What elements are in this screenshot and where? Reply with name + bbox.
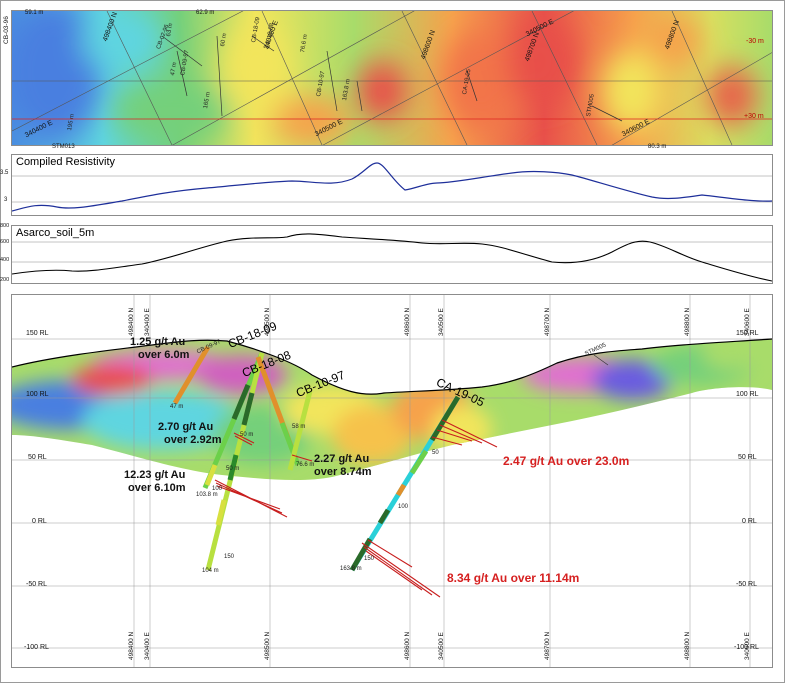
plan-map-heatmap	[12, 11, 772, 145]
plan-top-label: 62.9 m	[196, 10, 215, 16]
section-small-label: 100	[212, 486, 223, 492]
section-grid-label-top: 340600 E	[744, 308, 751, 336]
drill-hole-cb-18-09	[202, 352, 265, 489]
soil-line	[11, 233, 773, 282]
soil-tick: 400	[0, 257, 10, 263]
soil-title: Asarco_soil_5m	[16, 227, 95, 239]
rl-label-right: -50 RL	[736, 581, 758, 588]
section-small-label: 163.8 m	[340, 566, 362, 572]
cross-section-panel	[11, 294, 773, 668]
soil-tick: 600	[0, 239, 10, 245]
plan-right-label-top: -30 m	[746, 38, 764, 45]
soil-tick: 800	[0, 223, 10, 229]
section-small-label: 47 m	[170, 404, 184, 410]
section-small-label: 150	[224, 554, 235, 560]
assay-annotation: 2.27 g/t Au over 8.74m	[314, 453, 372, 478]
section-small-label: 76.6 m	[296, 462, 315, 468]
drill-hole-cb-09-97	[172, 345, 211, 405]
assay-annotation: 1.25 g/t Au over 6.0m	[130, 336, 190, 361]
resistivity-title: Compiled Resistivity	[16, 156, 116, 168]
section-grid-label-bottom: 340400 E	[144, 632, 151, 660]
section-grid-label-bottom: 340600 E	[744, 632, 751, 660]
section-grid-label-bottom: 498700 N	[544, 631, 551, 660]
drill-hole-cb-18-08	[205, 352, 265, 571]
rl-label-right: 150 RL	[736, 330, 759, 337]
section-grid-label-bottom: 340500 E	[438, 632, 445, 660]
section-grid-label-top: 340400 E	[144, 308, 151, 336]
rl-label-right: 50 RL	[738, 454, 757, 461]
resistivity-panel	[11, 154, 773, 216]
section-grid-label-top: 340500 E	[438, 308, 445, 336]
section-small-label: 100	[398, 504, 409, 510]
assay-annotation: 12.23 g/t Au over 6.10m	[124, 469, 186, 494]
rl-label-left: -50 RL	[26, 581, 48, 588]
resistivity-tick: 3	[4, 197, 8, 203]
drill-hole-cb-10-97	[255, 356, 313, 471]
section-grid-label-bottom: 498400 N	[128, 631, 135, 660]
assay-annotation: 2.70 g/t Au over 2.92m	[158, 421, 222, 446]
soil-plot	[11, 233, 773, 282]
section-small-label: 58 m	[292, 424, 306, 430]
assay-annotation-red: 8.34 g/t Au over 11.14m	[447, 571, 580, 585]
section-small-label: 103.8 m	[196, 492, 218, 498]
rl-label-left: -100 RL	[24, 644, 49, 651]
plan-map	[11, 10, 773, 146]
section-small-label: 50 m	[240, 432, 254, 438]
section-small-label: 104 m	[202, 568, 219, 574]
soil-tick: 200	[0, 277, 10, 283]
plan-bottom-right-label: 80.3 m	[648, 144, 667, 150]
plan-right-label-bottom: +30 m	[744, 113, 764, 120]
rl-label-left: 0 RL	[32, 518, 47, 525]
section-small-label: 50	[432, 450, 439, 456]
section-small-label: 50 m	[226, 466, 240, 472]
rl-label-left: 50 RL	[28, 454, 47, 461]
plan-top-left-label: 59.1 m	[25, 10, 44, 16]
resistivity-line	[11, 162, 773, 212]
rl-label-right: -100 RL	[734, 644, 759, 651]
rl-label-left: 100 RL	[26, 391, 49, 398]
section-grid-label-top: 498400 N	[128, 307, 135, 336]
section-grid-label-top: 498600 N	[404, 307, 411, 336]
resistivity-plot	[11, 162, 773, 212]
section-grid-label-bottom: 498800 N	[684, 631, 691, 660]
rl-label-left: 150 RL	[26, 330, 49, 337]
topography-line	[11, 338, 773, 395]
soil-panel	[11, 225, 773, 284]
plan-bottom-left-label: STM013	[52, 144, 75, 150]
plan-left-vertical-label: CB-03-96	[3, 16, 10, 44]
resistivity-tick: 3.5	[0, 170, 9, 176]
section-small-label: 150	[364, 556, 375, 562]
assay-annotation-red: 2.47 g/t Au over 23.0m	[503, 454, 630, 468]
rl-label-right: 100 RL	[736, 391, 759, 398]
section-grid-label-bottom: 498600 N	[404, 631, 411, 660]
section-grid-label-top: 498800 N	[684, 307, 691, 336]
cross-section-svg	[11, 295, 773, 667]
rl-label-right: 0 RL	[742, 518, 757, 525]
section-grid-label-bottom: 498500 N	[264, 631, 271, 660]
section-grid-label-top: 498700 N	[544, 307, 551, 336]
